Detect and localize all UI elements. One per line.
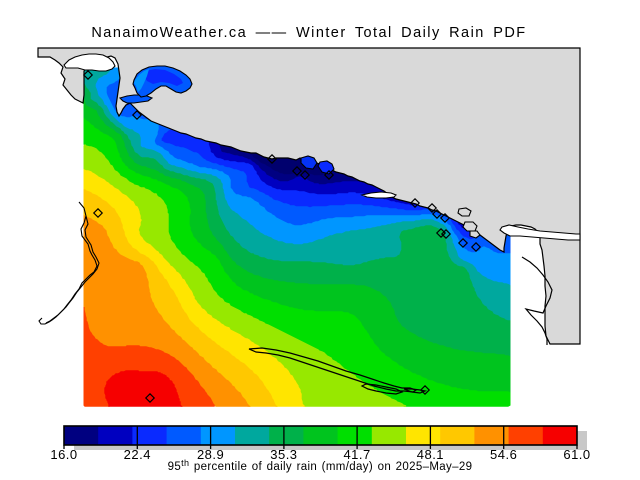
svg-text:NanaimoWeather.ca —— Winter To: NanaimoWeather.ca —— Winter Total Daily … [91,25,526,41]
svg-text:35.3: 35.3 [270,447,297,462]
svg-text:48.1: 48.1 [417,447,444,462]
svg-text:61.0: 61.0 [563,447,590,462]
svg-text:22.4: 22.4 [124,447,151,462]
svg-text:54.6: 54.6 [490,447,517,462]
svg-text:95th percentile of daily rain: 95th percentile of daily rain (mm/day) o… [168,458,473,473]
svg-text:41.7: 41.7 [343,447,370,462]
svg-text:16.0: 16.0 [50,447,77,462]
svg-text:28.9: 28.9 [197,447,224,462]
